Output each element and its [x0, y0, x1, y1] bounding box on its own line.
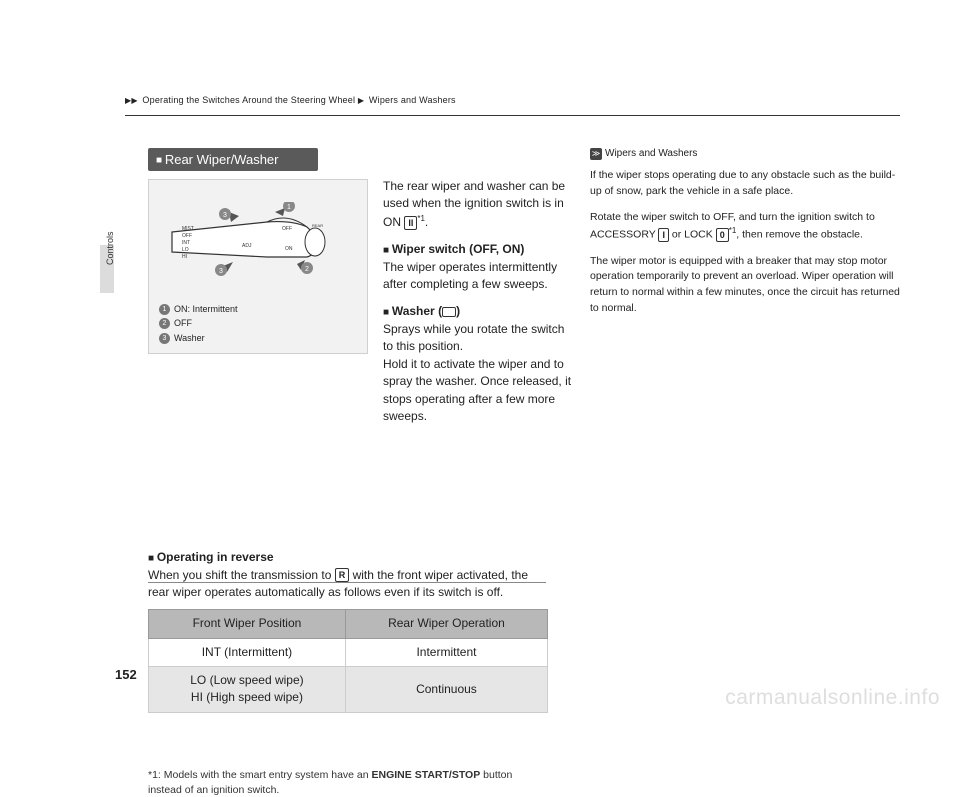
sidebar-p1: If the wiper stops operating due to any … — [590, 168, 900, 200]
reverse-heading: Operating in reverse — [148, 549, 548, 567]
sidebar-p3: The wiper motor is equipped with a break… — [590, 254, 900, 317]
lock-key: 0 — [716, 228, 729, 242]
footnote: *1: Models with the smart entry system h… — [148, 768, 548, 797]
svg-text:REAR: REAR — [312, 223, 323, 228]
reverse-block: Operating in reverse When you shift the … — [148, 549, 548, 797]
svg-text:3: 3 — [223, 212, 227, 219]
accessory-key: I — [658, 228, 669, 242]
sidebar-p2-post: , then remove the obstacle. — [736, 229, 863, 241]
reverse-pre: When you shift the transmission to — [148, 568, 335, 582]
legend-marker-2: 2 — [159, 318, 170, 329]
table-row: INT (Intermittent) Intermittent — [149, 638, 548, 666]
description-block: The rear wiper and washer can be used wh… — [383, 178, 573, 425]
illustration-legend: 1 ON: Intermittent 2 OFF 3 Washer — [159, 302, 238, 345]
table-header-row: Front Wiper Position Rear Wiper Operatio… — [149, 610, 548, 638]
intro-end: . — [425, 215, 428, 229]
washer-h-pre: Washer ( — [392, 304, 442, 318]
svg-text:HI: HI — [182, 254, 187, 260]
table-r1c1: INT (Intermittent) — [149, 638, 346, 666]
washer-h-post: ) — [456, 304, 460, 318]
side-tab-label: Controls — [105, 231, 115, 265]
wiper-switch-heading: Wiper switch (OFF, ON) — [383, 241, 573, 259]
intro-text: The rear wiper and washer can be used wh… — [383, 178, 573, 231]
breadcrumb-part2: Wipers and Washers — [369, 95, 456, 105]
reverse-text: When you shift the transmission to R wit… — [148, 567, 548, 602]
table-r2c1b: HI (High speed wipe) — [191, 690, 303, 704]
breadcrumb-part1: Operating the Switches Around the Steeri… — [142, 95, 355, 105]
sidebar-p2: Rotate the wiper switch to OFF, and turn… — [590, 210, 900, 244]
svg-text:OFF: OFF — [182, 233, 192, 239]
breadcrumb-arrow-icon: ▶▶ — [125, 96, 138, 105]
legend-marker-1: 1 — [159, 304, 170, 315]
washer-text-b: Hold it to activate the wiper and to spr… — [383, 356, 573, 426]
reverse-gear-key: R — [335, 568, 350, 582]
section-title: Rear Wiper/Washer — [165, 152, 279, 167]
footnote-bold: ENGINE START/STOP — [372, 769, 481, 781]
table-r2c1a: LO (Low speed wipe) — [190, 673, 303, 687]
washer-text-a: Sprays while you rotate the switch to th… — [383, 321, 573, 356]
table-r2c2: Continuous — [345, 667, 547, 713]
washer-heading: Washer () — [383, 303, 573, 321]
legend-text-2: OFF — [174, 318, 192, 328]
legend-text-3: Washer — [174, 333, 205, 343]
main-column: Rear Wiper/Washer MIST OFF INT LO HI ADJ… — [148, 148, 548, 797]
svg-text:OFF: OFF — [282, 226, 292, 232]
watermark: carmanualsonline.info — [725, 686, 940, 710]
header-rule — [125, 115, 900, 116]
ignition-on-key: II — [404, 216, 417, 230]
sidebar-text: If the wiper stops operating due to any … — [590, 168, 900, 317]
svg-text:MIST: MIST — [182, 226, 194, 232]
footnote-pre: *1: Models with the smart entry system h… — [148, 769, 372, 781]
svg-text:INT: INT — [182, 240, 190, 246]
sidebar-title: ≫Wipers and Washers — [590, 148, 900, 160]
svg-text:3: 3 — [219, 268, 223, 275]
svg-text:ON: ON — [285, 246, 293, 252]
breadcrumb-arrow-icon: ▶ — [358, 96, 364, 105]
footnote-ref-1: *1 — [417, 214, 425, 223]
svg-text:LO: LO — [182, 247, 189, 253]
page-number: 152 — [115, 667, 137, 682]
breadcrumb: ▶▶ Operating the Switches Around the Ste… — [125, 95, 456, 105]
table-col1-header: Front Wiper Position — [149, 610, 346, 638]
wiper-table: Front Wiper Position Rear Wiper Operatio… — [148, 609, 548, 713]
sidebar-p2-mid: or LOCK — [669, 229, 716, 241]
svg-text:ADJ: ADJ — [242, 243, 252, 249]
washer-icon — [442, 307, 456, 317]
wiper-switch-text: The wiper operates intermittently after … — [383, 259, 573, 294]
sidebar-column: ≫Wipers and Washers If the wiper stops o… — [590, 148, 900, 327]
section-title-bar: Rear Wiper/Washer — [148, 148, 318, 171]
table-r2c1: LO (Low speed wipe) HI (High speed wipe) — [149, 667, 346, 713]
svg-text:2: 2 — [305, 266, 309, 273]
table-col2-header: Rear Wiper Operation — [345, 610, 547, 638]
info-icon: ≫ — [590, 148, 602, 160]
footnote-rule — [148, 582, 546, 583]
table-r1c2: Intermittent — [345, 638, 547, 666]
table-row: LO (Low speed wipe) HI (High speed wipe)… — [149, 667, 548, 713]
svg-text:1: 1 — [287, 204, 291, 211]
wiper-stalk-illustration: MIST OFF INT LO HI ADJ OFF ON REAR 1 2 3… — [167, 202, 347, 282]
illustration-box: MIST OFF INT LO HI ADJ OFF ON REAR 1 2 3… — [148, 179, 368, 354]
legend-text-1: ON: Intermittent — [174, 304, 238, 314]
sidebar-title-text: Wipers and Washers — [605, 148, 697, 159]
legend-marker-3: 3 — [159, 333, 170, 344]
